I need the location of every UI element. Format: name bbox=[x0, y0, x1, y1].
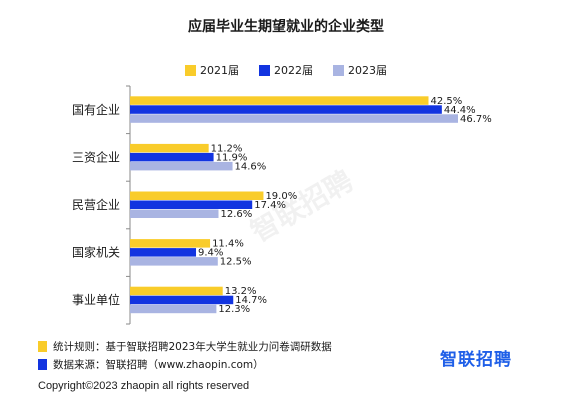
legend-swatch-2022 bbox=[259, 64, 270, 76]
bar bbox=[130, 143, 209, 153]
data-label: 12.6% bbox=[220, 209, 252, 220]
legend-label-2021: 2021届 bbox=[200, 64, 239, 77]
bar bbox=[130, 161, 233, 171]
data-label: 42.5% bbox=[431, 96, 463, 107]
legend-item-2023: 2023届 bbox=[333, 62, 387, 78]
data-label: 9.4% bbox=[198, 248, 223, 259]
legend-label-2022: 2022届 bbox=[274, 64, 313, 77]
zhaopin-logo: 智联招聘 bbox=[440, 350, 512, 370]
footnote-source-marker bbox=[38, 358, 47, 370]
category-label: 民营企业 bbox=[72, 197, 120, 212]
data-label: 11.2% bbox=[211, 143, 243, 154]
legend-item-2022: 2022届 bbox=[259, 62, 313, 78]
legend-item-2021: 2021届 bbox=[185, 62, 239, 78]
bar bbox=[130, 114, 458, 123]
bar bbox=[130, 191, 264, 200]
data-label: 19.0% bbox=[265, 191, 297, 202]
bar bbox=[130, 152, 214, 162]
legend-label-2023: 2023届 bbox=[348, 64, 387, 77]
chart-title: 应届毕业生期望就业的企业类型 bbox=[188, 19, 384, 35]
bar bbox=[130, 295, 234, 305]
category-label: 三资企业 bbox=[72, 149, 120, 164]
footnote-rule-marker bbox=[38, 340, 47, 352]
bar bbox=[130, 96, 429, 105]
data-label: 14.7% bbox=[235, 295, 267, 306]
bar bbox=[130, 257, 218, 266]
data-label: 11.9% bbox=[216, 152, 248, 163]
data-label: 14.6% bbox=[235, 161, 267, 172]
footnote-source: 数据来源：智联招聘（www.zhaopin.com） bbox=[38, 355, 332, 373]
data-label: 13.2% bbox=[225, 286, 257, 297]
footnote-source-text: 数据来源：智联招聘（www.zhaopin.com） bbox=[53, 358, 264, 371]
bar bbox=[130, 286, 223, 296]
bar bbox=[130, 239, 211, 248]
legend-swatch-2023 bbox=[333, 64, 344, 76]
bar bbox=[130, 304, 217, 314]
footnotes: 统计规则：基于智联招聘2023年大学生就业力问卷调研数据 数据来源：智联招聘（w… bbox=[38, 337, 332, 373]
category-label: 国有企业 bbox=[72, 102, 120, 117]
footnote-rule-text: 统计规则：基于智联招聘2023年大学生就业力问卷调研数据 bbox=[53, 340, 332, 353]
data-label: 44.4% bbox=[444, 105, 476, 116]
copyright-text: Copyright©2023 zhaopin all rights reserv… bbox=[38, 380, 250, 392]
data-label: 46.7% bbox=[460, 114, 492, 125]
legend: 2021届 2022届 2023届 bbox=[0, 62, 572, 78]
category-label: 国家机关 bbox=[72, 245, 120, 260]
data-label: 17.4% bbox=[254, 200, 286, 211]
data-label: 12.5% bbox=[220, 257, 252, 268]
category-label: 事业单位 bbox=[72, 292, 120, 307]
bar bbox=[130, 105, 442, 114]
bar bbox=[130, 200, 253, 209]
data-label: 11.4% bbox=[212, 239, 244, 250]
legend-swatch-2021 bbox=[185, 64, 196, 76]
bar bbox=[130, 209, 219, 218]
data-label: 12.3% bbox=[218, 304, 250, 315]
footnote-rule: 统计规则：基于智联招聘2023年大学生就业力问卷调研数据 bbox=[38, 337, 332, 355]
bar bbox=[130, 248, 197, 257]
